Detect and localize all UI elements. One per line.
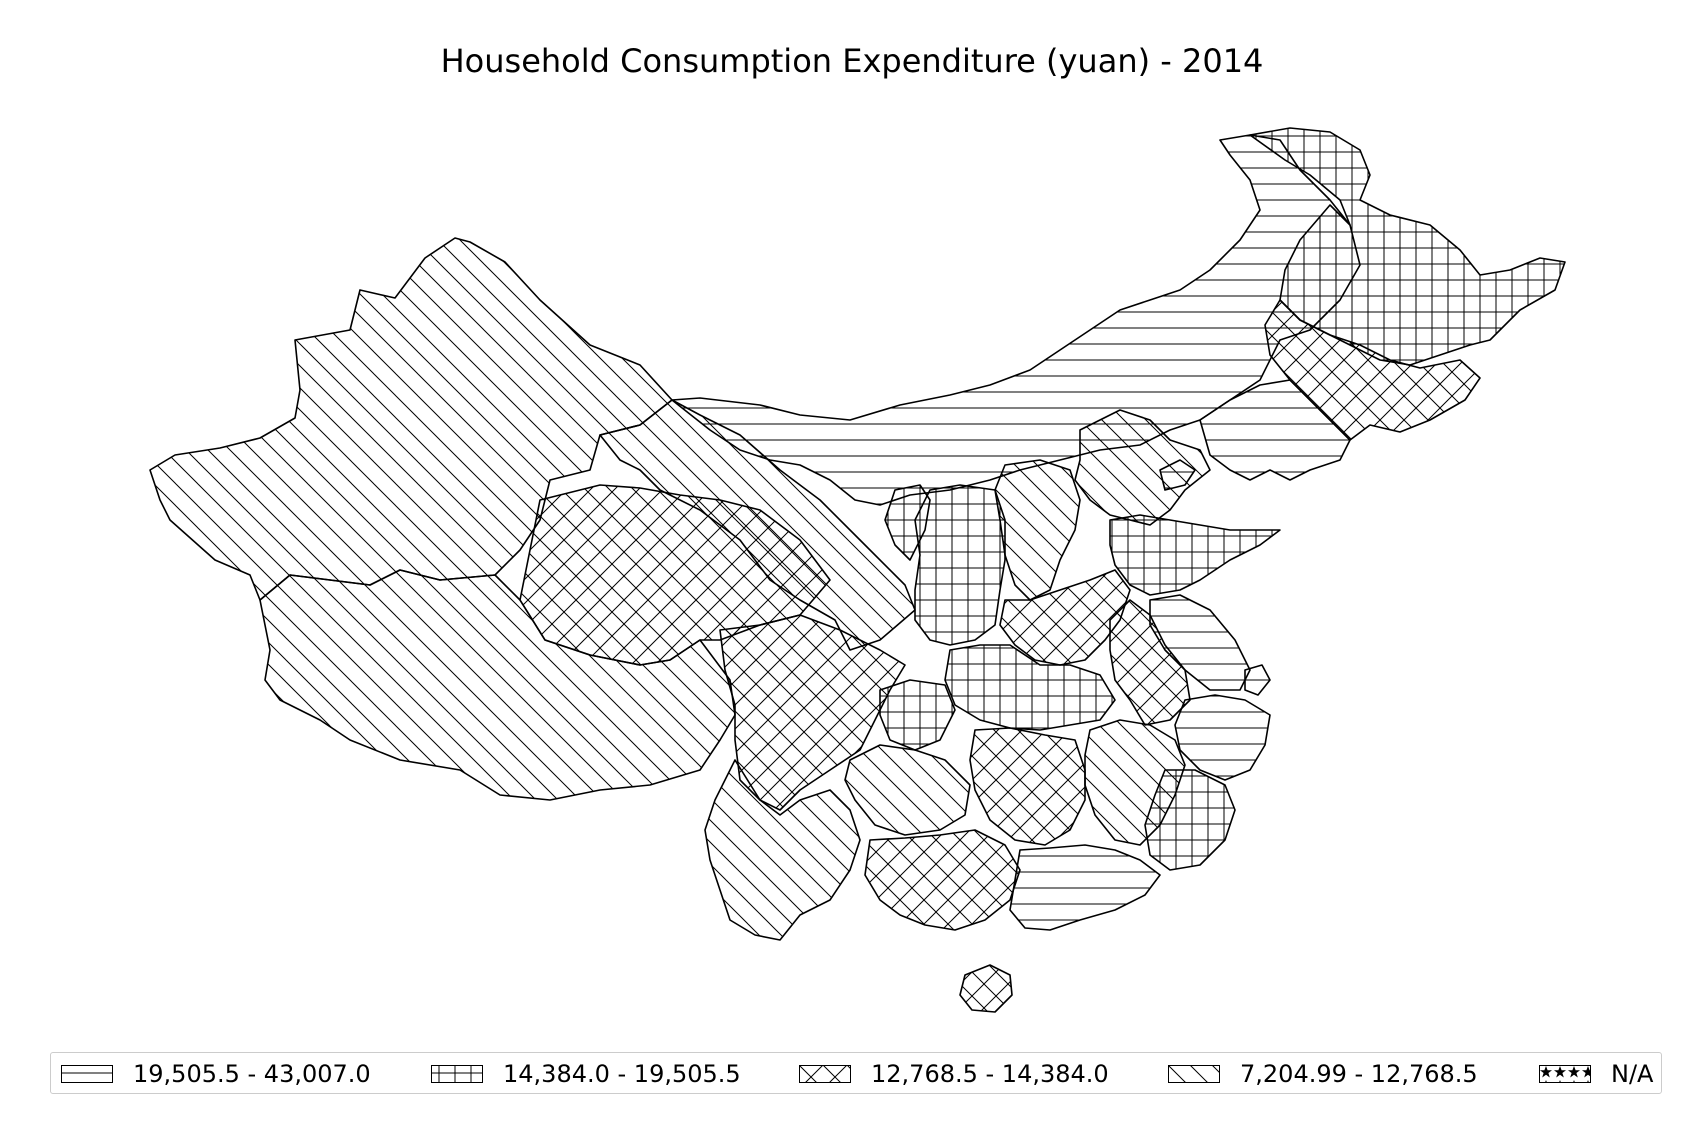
region-fujian: [1144, 769, 1236, 871]
legend-label: 7,204.99 - 12,768.5: [1240, 1060, 1478, 1088]
region-shanghai: [1244, 664, 1271, 696]
region-ningxia: [884, 484, 931, 561]
region-guangxi: [864, 829, 1021, 931]
legend-item: 14,384.0 - 19,505.5: [431, 1053, 741, 1095]
region-yunnan: [704, 759, 861, 941]
region-sichuan: [719, 614, 906, 811]
region-guangdong: [1009, 844, 1161, 931]
map-legend: 19,505.5 - 43,007.0 14,384.0 - 19,505.5 …: [50, 1052, 1662, 1094]
legend-label: 12,768.5 - 14,384.0: [871, 1060, 1109, 1088]
legend-swatch-diagonal-cross-hatch: [799, 1065, 851, 1083]
legend-item: 12,768.5 - 14,384.0: [799, 1053, 1109, 1095]
legend-label: 14,384.0 - 19,505.5: [503, 1060, 741, 1088]
region-heilongjiang: [1249, 127, 1566, 366]
region-hebei: [1074, 409, 1211, 526]
region-shanxi: [994, 459, 1081, 601]
region-shandong: [1109, 514, 1281, 596]
map-title: Household Consumption Expenditure (yuan)…: [440, 42, 1264, 80]
legend-label: N/A: [1611, 1060, 1654, 1088]
region-hubei: [944, 644, 1116, 731]
region-anhui: [1109, 599, 1191, 726]
region-hainan: [959, 964, 1013, 1013]
region-zhejiang: [1174, 694, 1271, 781]
legend-item: 19,505.5 - 43,007.0: [61, 1053, 371, 1095]
legend-swatch-horizontal-hatch: [61, 1065, 113, 1083]
region-tianjin: [1159, 459, 1196, 491]
legend-item: 7,204.99 - 12,768.5: [1168, 1053, 1478, 1095]
region-chongqing: [879, 679, 956, 751]
region-liaoning: [1199, 379, 1351, 481]
legend-swatch-diagonal-hatch: [1168, 1065, 1220, 1083]
legend-swatch-star-hatch: [1539, 1065, 1591, 1083]
legend-item: N/A: [1539, 1053, 1653, 1095]
region-guizhou: [844, 744, 971, 836]
region-shaanxi: [914, 484, 1006, 646]
legend-swatch-grid-hatch: [431, 1065, 483, 1083]
legend-label: 19,505.5 - 43,007.0: [133, 1060, 371, 1088]
region-hunan: [969, 727, 1086, 846]
